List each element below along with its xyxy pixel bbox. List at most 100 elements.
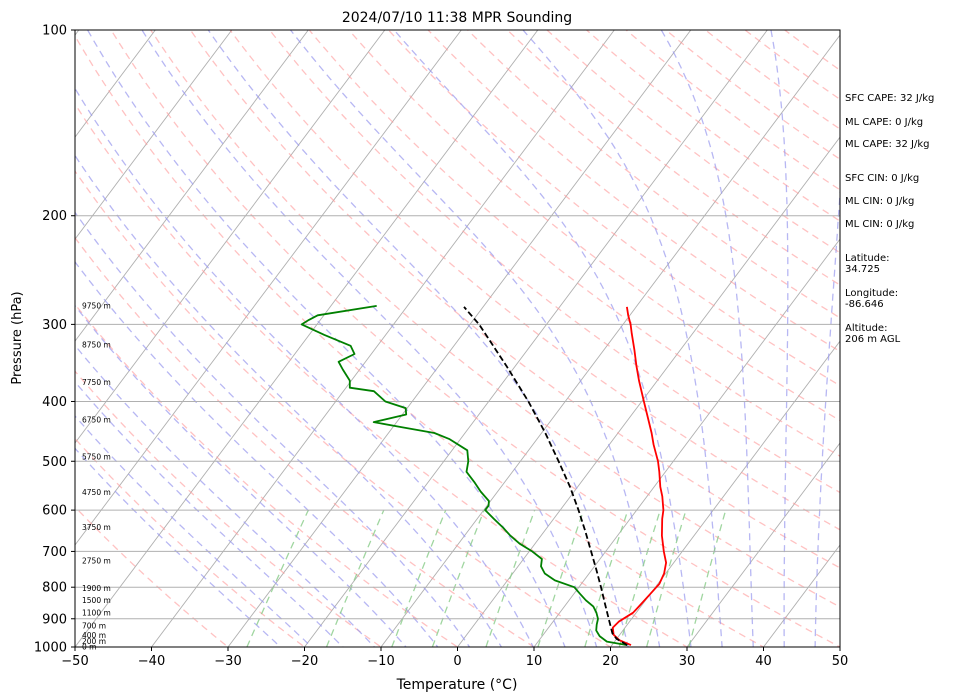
y-tick-label: 500 — [42, 455, 67, 470]
y-tick-label: 400 — [42, 395, 67, 410]
ml-cin-text: ML CIN: 0 J/kg — [845, 196, 915, 207]
sounding-profiles — [300, 305, 667, 646]
x-tick-label: 40 — [755, 654, 772, 669]
y-tick-label: 900 — [42, 612, 67, 627]
height-label: 3750 m — [82, 523, 111, 532]
x-tick-label: 30 — [679, 654, 696, 669]
ml-cape-text-2: ML CAPE: 32 J/kg — [845, 139, 930, 150]
moist-adiabat-line — [770, 30, 789, 647]
sfc-cape-text: SFC CAPE: 32 J/kg — [845, 93, 935, 104]
x-tick-label: −20 — [291, 654, 318, 669]
chart-title: 2024/07/10 11:38 MPR Sounding — [342, 10, 572, 26]
latitude-value: 34.725 — [845, 264, 880, 275]
dry-adiabat-line — [75, 170, 612, 647]
moist-adiabat-line — [814, 183, 840, 647]
y-tick-label: 300 — [42, 318, 67, 333]
dry-adiabat-line — [75, 102, 689, 647]
y-axis: 1000 900 800 700 600 500 400 300 200 100 — [34, 24, 75, 656]
y-tick-label: 700 — [42, 545, 67, 560]
isotherm-line — [75, 30, 386, 444]
height-label: 200 m — [82, 637, 106, 646]
x-tick-label: 0 — [453, 654, 461, 669]
y-tick-label: 800 — [42, 581, 67, 596]
altitude-label: Altitude: — [845, 323, 888, 334]
height-label: 4750 m — [82, 488, 111, 497]
background-lines — [75, 16, 954, 660]
dry-adiabat-line — [75, 437, 306, 647]
isotherm-line — [609, 340, 840, 647]
moist-adiabat-line — [141, 30, 598, 647]
moist-adiabat-line — [75, 154, 503, 647]
isotherm-line — [686, 442, 840, 647]
isotherm-line — [75, 30, 539, 647]
moist-adiabat-line — [522, 30, 723, 647]
moist-adiabat-line — [393, 30, 692, 647]
height-label: 8750 m — [82, 341, 111, 350]
moist-adiabat-line — [75, 414, 313, 647]
pressure-gridlines — [75, 30, 840, 647]
sfc-cin-text: SFC CIN: 0 J/kg — [845, 173, 920, 184]
dry-adiabat-line — [189, 30, 840, 569]
height-label: 1500 m — [82, 596, 111, 605]
y-tick-label: 100 — [42, 24, 67, 39]
dry-adiabat-line — [229, 30, 840, 531]
x-tick-label: 50 — [832, 654, 849, 669]
altitude-value: 206 m AGL — [845, 334, 901, 345]
dry-adiabat-line — [75, 236, 536, 647]
isotherm-line — [75, 30, 233, 240]
isotherm-line — [380, 34, 840, 647]
height-label: 700 m — [82, 621, 106, 630]
x-tick-label: −30 — [214, 654, 241, 669]
height-label: 5750 m — [82, 452, 111, 461]
moist-adiabat-line — [75, 344, 376, 647]
isotherm-line — [75, 30, 156, 138]
height-label: 6750 m — [82, 416, 111, 425]
ml-cin-text-2: ML CIN: 0 J/kg — [845, 219, 915, 230]
height-label: 2750 m — [82, 556, 111, 565]
height-label: 9750 m — [82, 301, 111, 310]
height-label: 1100 m — [82, 609, 111, 618]
dry-adiabat-line — [268, 30, 840, 494]
height-label: 400 m — [82, 631, 106, 640]
ml-cape-text: ML CAPE: 0 J/kg — [845, 117, 924, 128]
parcel-profile — [463, 306, 628, 646]
isotherm-line — [762, 544, 840, 647]
latitude-label: Latitude: — [845, 253, 890, 264]
dry-adiabat-line — [75, 34, 765, 647]
x-tick-label: 20 — [602, 654, 619, 669]
dry-adiabat-line — [75, 303, 459, 647]
moist-adiabat-line — [75, 380, 344, 647]
isotherm-line — [456, 136, 840, 647]
longitude-value: -86.646 — [845, 299, 884, 310]
x-axis: −50 −40 −30 −20 −10 0 10 20 30 40 50 — [61, 647, 848, 669]
isotherm-line — [75, 30, 309, 342]
moist-adiabat-line — [75, 211, 471, 647]
y-tick-label: 200 — [42, 209, 67, 224]
x-axis-label: Temperature (°C) — [396, 677, 518, 693]
y-tick-label: 600 — [42, 504, 67, 519]
temperature-profile — [611, 306, 667, 646]
isotherm-line — [303, 30, 768, 647]
height-label: 7750 m — [82, 378, 111, 387]
dry-adiabat-line — [308, 30, 840, 457]
isotherm-line — [533, 238, 840, 647]
plot-background — [75, 30, 840, 647]
isotherm-line — [907, 16, 954, 660]
x-tick-label: −50 — [61, 654, 88, 669]
x-tick-label: −40 — [138, 654, 165, 669]
isotherm-line — [227, 30, 692, 647]
dry-adiabat-line — [75, 370, 383, 647]
x-tick-label: 10 — [526, 654, 543, 669]
moist-adiabat-line — [660, 30, 754, 647]
moist-adiabat-line — [75, 447, 282, 647]
isotherm-line — [75, 30, 462, 546]
moist-adiabat-line — [75, 260, 439, 647]
dewpoint-profile — [300, 305, 628, 646]
x-tick-label: −10 — [367, 654, 394, 669]
moist-adiabat-line — [75, 304, 407, 647]
y-axis-label: Pressure (hPa) — [10, 291, 25, 384]
isotherm-line — [150, 30, 615, 647]
moist-adiabat-line — [87, 30, 566, 647]
height-label: 1900 m — [82, 584, 111, 593]
